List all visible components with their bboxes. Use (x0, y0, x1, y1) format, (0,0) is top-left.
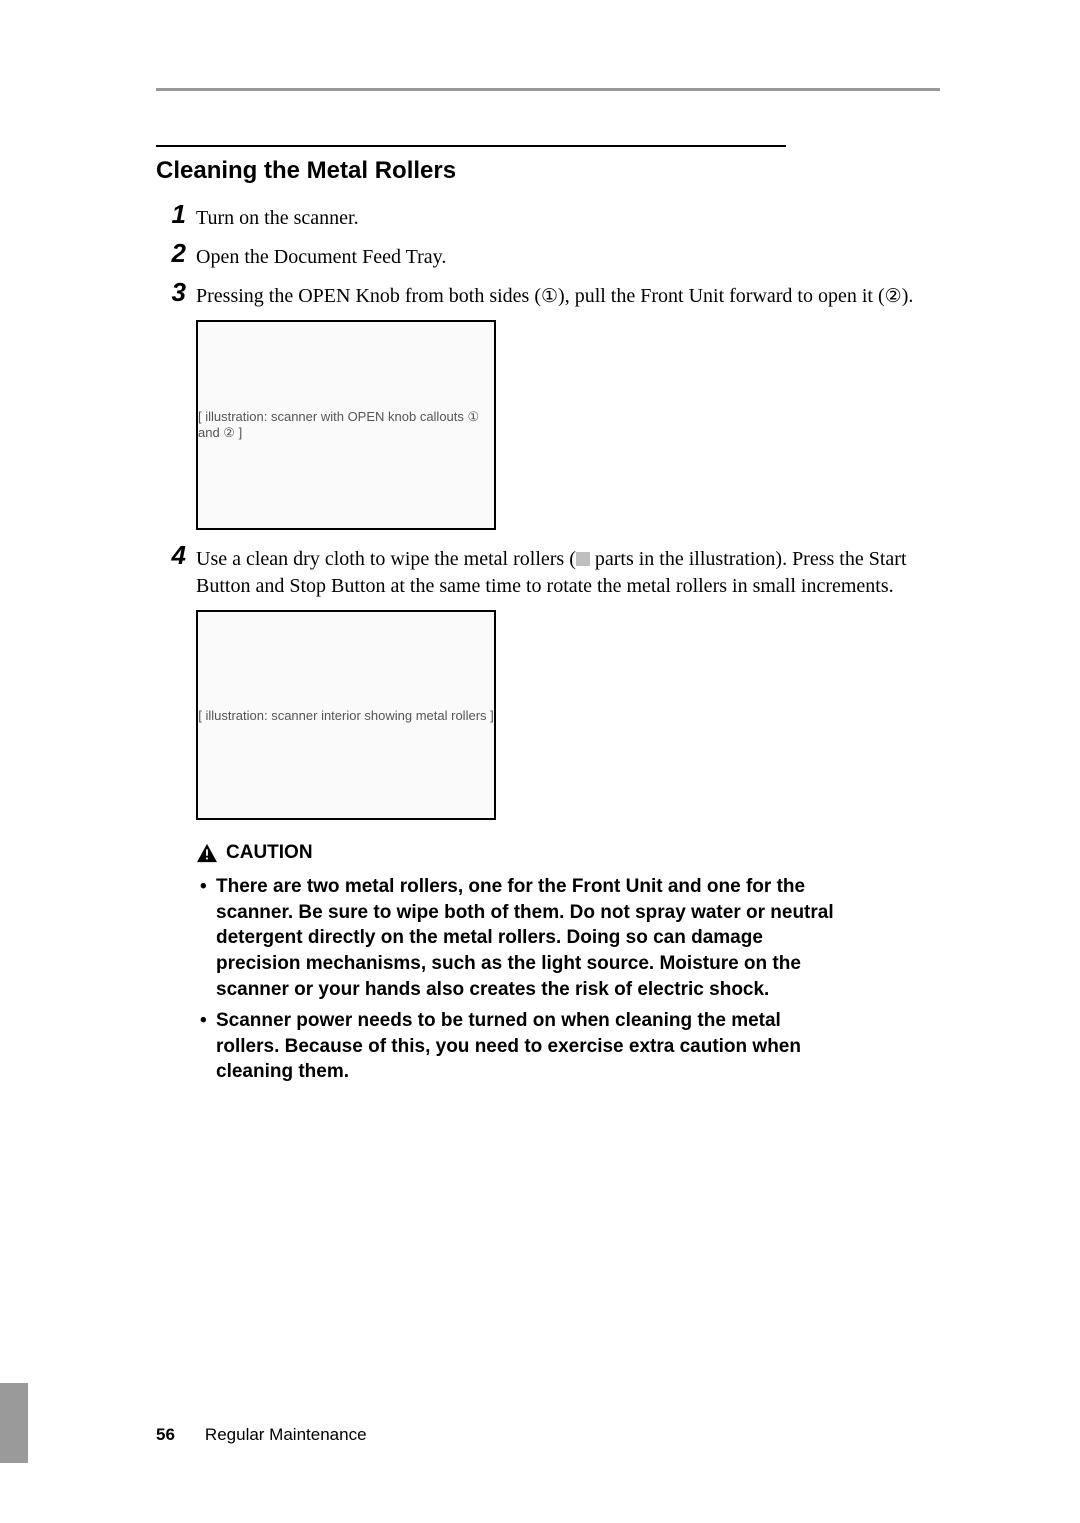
step-text: Use a clean dry cloth to wipe the metal … (196, 544, 940, 600)
caution-header: CAUTION (196, 842, 836, 864)
text-run: Pressing the OPEN Knob from both sides ( (196, 285, 541, 307)
step-text: Open the Document Feed Tray. (196, 242, 940, 271)
top-rule (156, 88, 940, 91)
section-title: Cleaning the Metal Rollers (156, 157, 940, 185)
warning-triangle-icon (196, 843, 218, 863)
text-run: ). (902, 285, 914, 307)
text-run: Use a clean dry cloth to wipe the metal … (196, 548, 576, 570)
caution-item: There are two metal rollers, one for the… (196, 874, 836, 1002)
figure-scanner-rollers: [ illustration: scanner interior showing… (196, 610, 496, 820)
caution-item: Scanner power needs to be turned on when… (196, 1008, 836, 1085)
step-3: 3 Pressing the OPEN Knob from both sides… (156, 281, 940, 310)
page-footer: 56 Regular Maintenance (156, 1425, 367, 1445)
step-text: Pressing the OPEN Knob from both sides (… (196, 281, 940, 310)
figure-alt: [ illustration: scanner with OPEN knob c… (198, 409, 494, 441)
step-text: Turn on the scanner. (196, 203, 940, 232)
footer-section-label: Regular Maintenance (205, 1425, 367, 1445)
step-number: 4 (156, 542, 186, 568)
caution-list: There are two metal rollers, one for the… (196, 874, 836, 1085)
caution-block: CAUTION There are two metal rollers, one… (196, 842, 836, 1085)
step-number: 2 (156, 240, 186, 266)
text-run: ), pull the Front Unit forward to open i… (558, 285, 885, 307)
step-number: 1 (156, 201, 186, 227)
callout-ref-2: ② (885, 287, 902, 306)
figure-scanner-open-knob: [ illustration: scanner with OPEN knob c… (196, 320, 496, 530)
figure-alt: [ illustration: scanner interior showing… (198, 708, 494, 723)
step-list: 1 Turn on the scanner. 2 Open the Docume… (156, 203, 940, 1085)
step-number: 3 (156, 279, 186, 305)
gray-square-icon (576, 552, 590, 566)
step-4: 4 Use a clean dry cloth to wipe the meta… (156, 544, 940, 600)
callout-ref-1: ① (541, 287, 558, 306)
side-tab (0, 1383, 28, 1463)
step-2: 2 Open the Document Feed Tray. (156, 242, 940, 271)
page-content: Cleaning the Metal Rollers 1 Turn on the… (156, 88, 940, 1091)
section-rule (156, 145, 786, 147)
page-number: 56 (156, 1425, 175, 1445)
step-1: 1 Turn on the scanner. (156, 203, 940, 232)
caution-label: CAUTION (226, 842, 313, 864)
